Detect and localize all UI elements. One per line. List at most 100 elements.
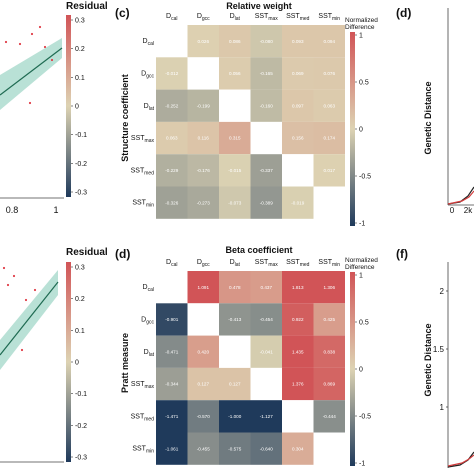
right-bottom-genetic-panel: (f) Genetic Distance 2 1.5 1 <box>396 247 474 468</box>
cell-value-label: 1.435 <box>292 349 304 354</box>
heatmap-cell <box>313 57 345 90</box>
cell-value-label: -1.000 <box>228 414 241 419</box>
cell-value-label: -0.199 <box>197 103 210 108</box>
heatmap-cell <box>156 367 188 401</box>
cell-value-label: 0.116 <box>198 136 210 141</box>
panel-letter: (d) <box>115 247 130 261</box>
heatmap-cell <box>282 271 314 304</box>
left-top-scatter-panel: 0.8 1 <box>0 25 64 215</box>
heatmap-cell <box>187 271 219 304</box>
heatmap-cell <box>250 186 282 219</box>
cell-value-label: 1.091 <box>198 285 210 290</box>
colorbar-tick-label: -0.1 <box>75 391 87 398</box>
row-label: SSTmin <box>132 446 154 455</box>
heatmap-cell <box>156 400 188 433</box>
heatmap-cell <box>282 121 314 155</box>
cell-value-label: 0.063 <box>166 136 178 141</box>
heatmap-cell <box>250 154 282 187</box>
heatmap-cell <box>187 186 219 219</box>
x-tick-label: 2k <box>464 206 473 215</box>
y-axis-title: Structure coefficient <box>120 74 130 162</box>
data-point <box>6 283 10 287</box>
cell-value-label: -0.019 <box>291 200 304 205</box>
row-label: Dcal <box>143 284 154 293</box>
cell-value-label: -0.471 <box>165 349 178 354</box>
scatter-points <box>4 25 54 105</box>
x-tick-label: 1 <box>53 205 58 215</box>
heatmap-cell <box>219 367 251 401</box>
heatmap-cell <box>156 89 188 122</box>
column-label: SSTmax <box>255 13 279 22</box>
colorbar-tick-label: 1 <box>359 273 363 280</box>
data-point <box>38 25 42 29</box>
y-axis-title: Genetic Distance <box>423 323 433 396</box>
cell-value-label: -0.015 <box>228 168 241 173</box>
cell-value-label: -0.080 <box>260 39 273 44</box>
cell-value-label: -0.326 <box>165 200 178 205</box>
colorbar-tick-label: -0.2 <box>75 161 87 168</box>
column-label: SSTmin <box>318 13 340 22</box>
panel-letter: (c) <box>115 6 130 20</box>
heatmap-cell <box>187 89 219 122</box>
scatter-points <box>2 266 37 352</box>
data-point <box>20 348 24 352</box>
cell-value-label: -0.413 <box>228 317 241 322</box>
heatmap-cell <box>313 303 345 336</box>
cell-value-label: -0.454 <box>260 317 273 322</box>
cell-value-label: -0.570 <box>197 414 210 419</box>
cell-value-label: 0.069 <box>292 71 304 76</box>
colorbar-tick-label: 0.3 <box>75 265 85 272</box>
colorbar-tick-label: 0 <box>359 127 363 134</box>
heatmap-cell <box>187 121 219 155</box>
data-point <box>4 40 8 44</box>
heatmap-cell <box>219 121 251 155</box>
confidence-band <box>0 270 58 370</box>
data-point <box>24 298 28 302</box>
heatmap-cell <box>219 432 251 465</box>
cell-value-label: -0.041 <box>260 349 273 354</box>
data-point <box>12 274 16 278</box>
data-point <box>28 101 32 105</box>
heatmap-cell <box>219 271 251 304</box>
cell-value-label: 0.838 <box>324 349 336 354</box>
heatmap-colorbar-bottom: Normalized Difference 1 0.5 0 -0.5 -1 <box>345 257 378 468</box>
heatmap-panel-relative-weight: (c) Relative weight Structure coefficien… <box>115 1 345 219</box>
colorbar-tick-label: 0.1 <box>75 75 85 82</box>
y-axis-title: Pratt measure <box>120 333 130 393</box>
cell-value-label: 0.026 <box>198 39 210 44</box>
heatmap-cell <box>156 25 188 58</box>
cell-value-label: 1.376 <box>292 382 304 387</box>
cell-value-label: -0.165 <box>260 71 273 76</box>
heatmap-cell <box>250 271 282 304</box>
heatmap-colorbar-top: Normalized Difference 1 0.5 0 -0.5 -1 <box>345 17 378 228</box>
heatmap-cell <box>219 154 251 187</box>
colorbar-ticks: 1 0.5 0 -0.5 -1 <box>355 33 371 228</box>
heatmap-cell <box>250 400 282 433</box>
cell-value-label: 0.420 <box>198 349 210 354</box>
heatmap-cell <box>219 400 251 433</box>
x-tick-label: 0 <box>450 206 455 215</box>
cell-value-label: -0.073 <box>228 200 241 205</box>
data-point <box>30 32 34 36</box>
colorbar-tick-label: -1 <box>359 221 365 228</box>
colorbar-title: Difference <box>345 264 375 271</box>
data-point <box>43 45 47 49</box>
heatmap-cell <box>219 186 251 219</box>
heatmap-cell <box>250 367 282 401</box>
heatmap-cell <box>282 186 314 219</box>
heatmap-cell <box>282 335 314 368</box>
row-label: Dgcc <box>141 70 154 79</box>
colorbar-ticks: 0.3 0.2 0.1 0 -0.1 -0.2 -0.3 <box>71 265 87 462</box>
cell-value-label: -1.127 <box>260 414 273 419</box>
heatmap-cell <box>219 303 251 336</box>
cell-value-label: 0.017 <box>324 168 336 173</box>
row-label: Dlat <box>144 349 155 358</box>
row-label: SSTmin <box>132 200 154 209</box>
heatmap-cell <box>282 57 314 90</box>
data-point <box>33 288 37 292</box>
colorbar-ticks: 0.3 0.2 0.1 0 -0.1 -0.2 -0.3 <box>71 18 87 197</box>
heatmap-cell <box>156 154 188 187</box>
cell-value-label: -0.160 <box>260 103 273 108</box>
heatmap-cell <box>313 89 345 122</box>
